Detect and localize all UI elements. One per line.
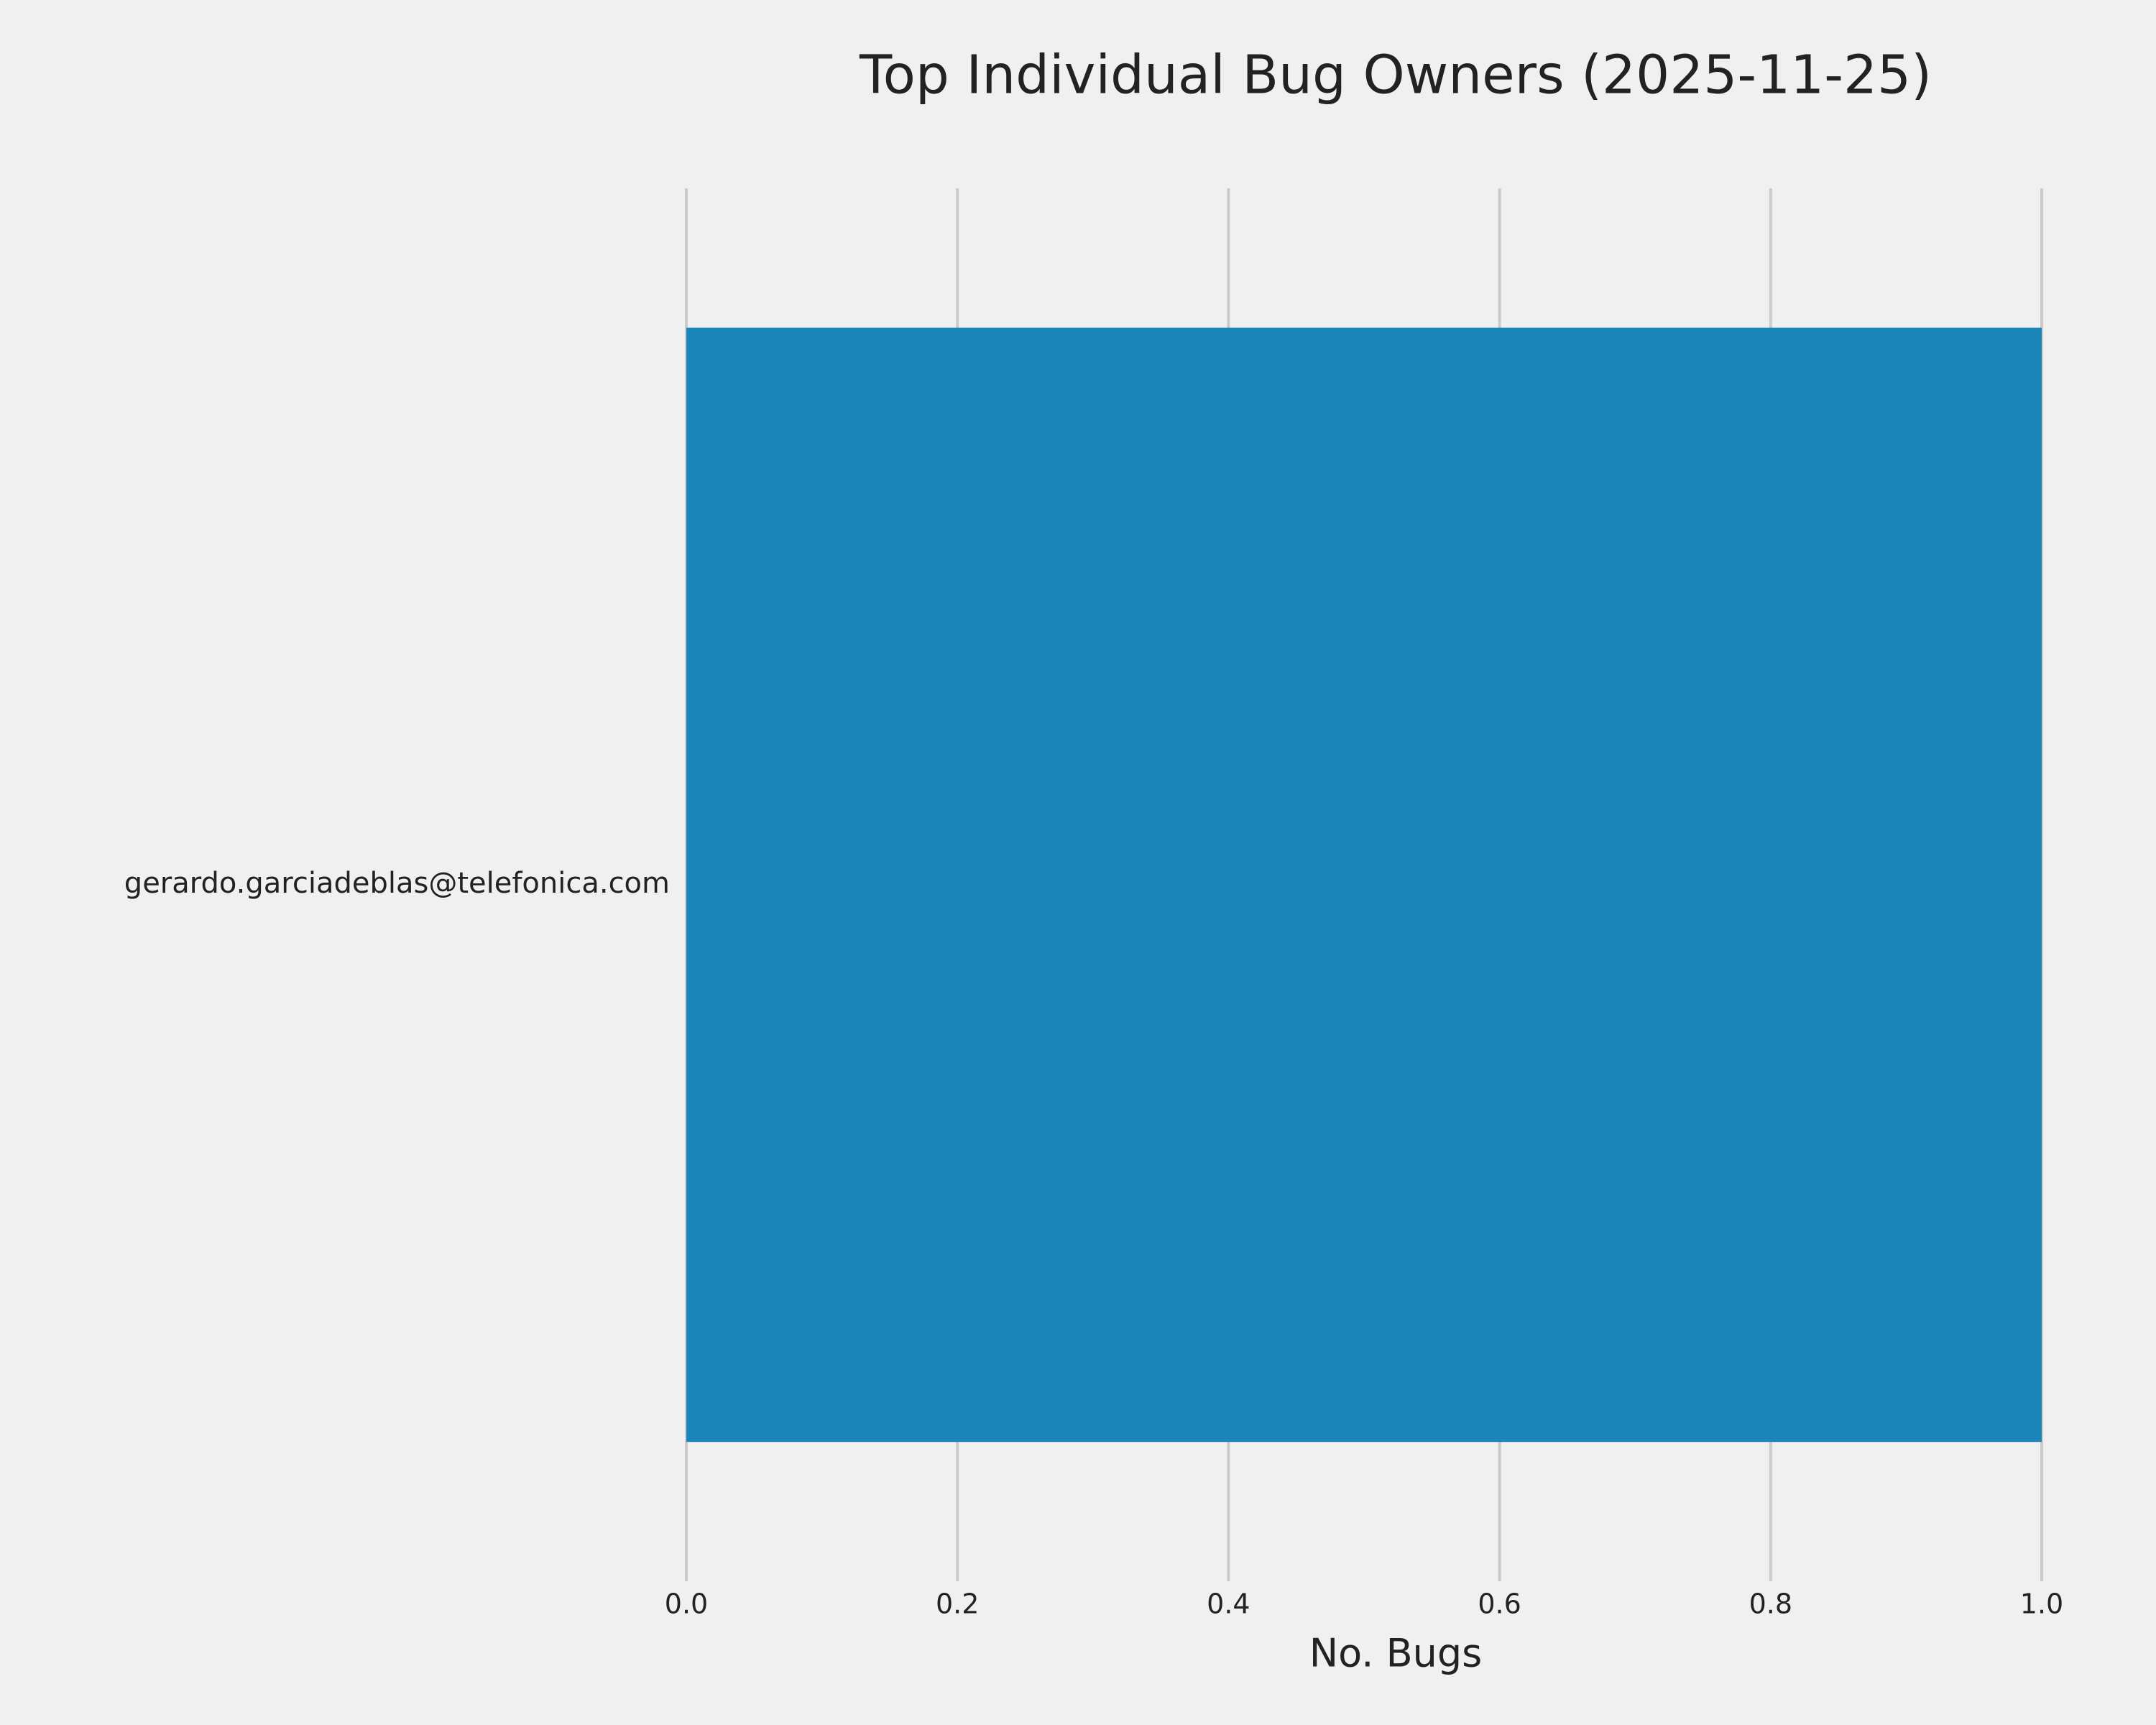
y-tick-label: gerardo.garciadeblas@telefonica.com [124, 867, 670, 900]
x-tick-label: 0.6 [1478, 1588, 1521, 1620]
x-tick-label: 0.4 [1207, 1588, 1250, 1620]
x-tick-label: 0.0 [665, 1588, 708, 1620]
x-axis-label: No. Bugs [1309, 1631, 1483, 1676]
bar [686, 327, 2042, 1443]
x-tick-label: 0.2 [936, 1588, 979, 1620]
x-tick-label: 0.8 [1749, 1588, 1792, 1620]
x-tick-label: 1.0 [2020, 1588, 2063, 1620]
chart-title: Top Individual Bug Owners (2025-11-25) [859, 45, 1932, 106]
